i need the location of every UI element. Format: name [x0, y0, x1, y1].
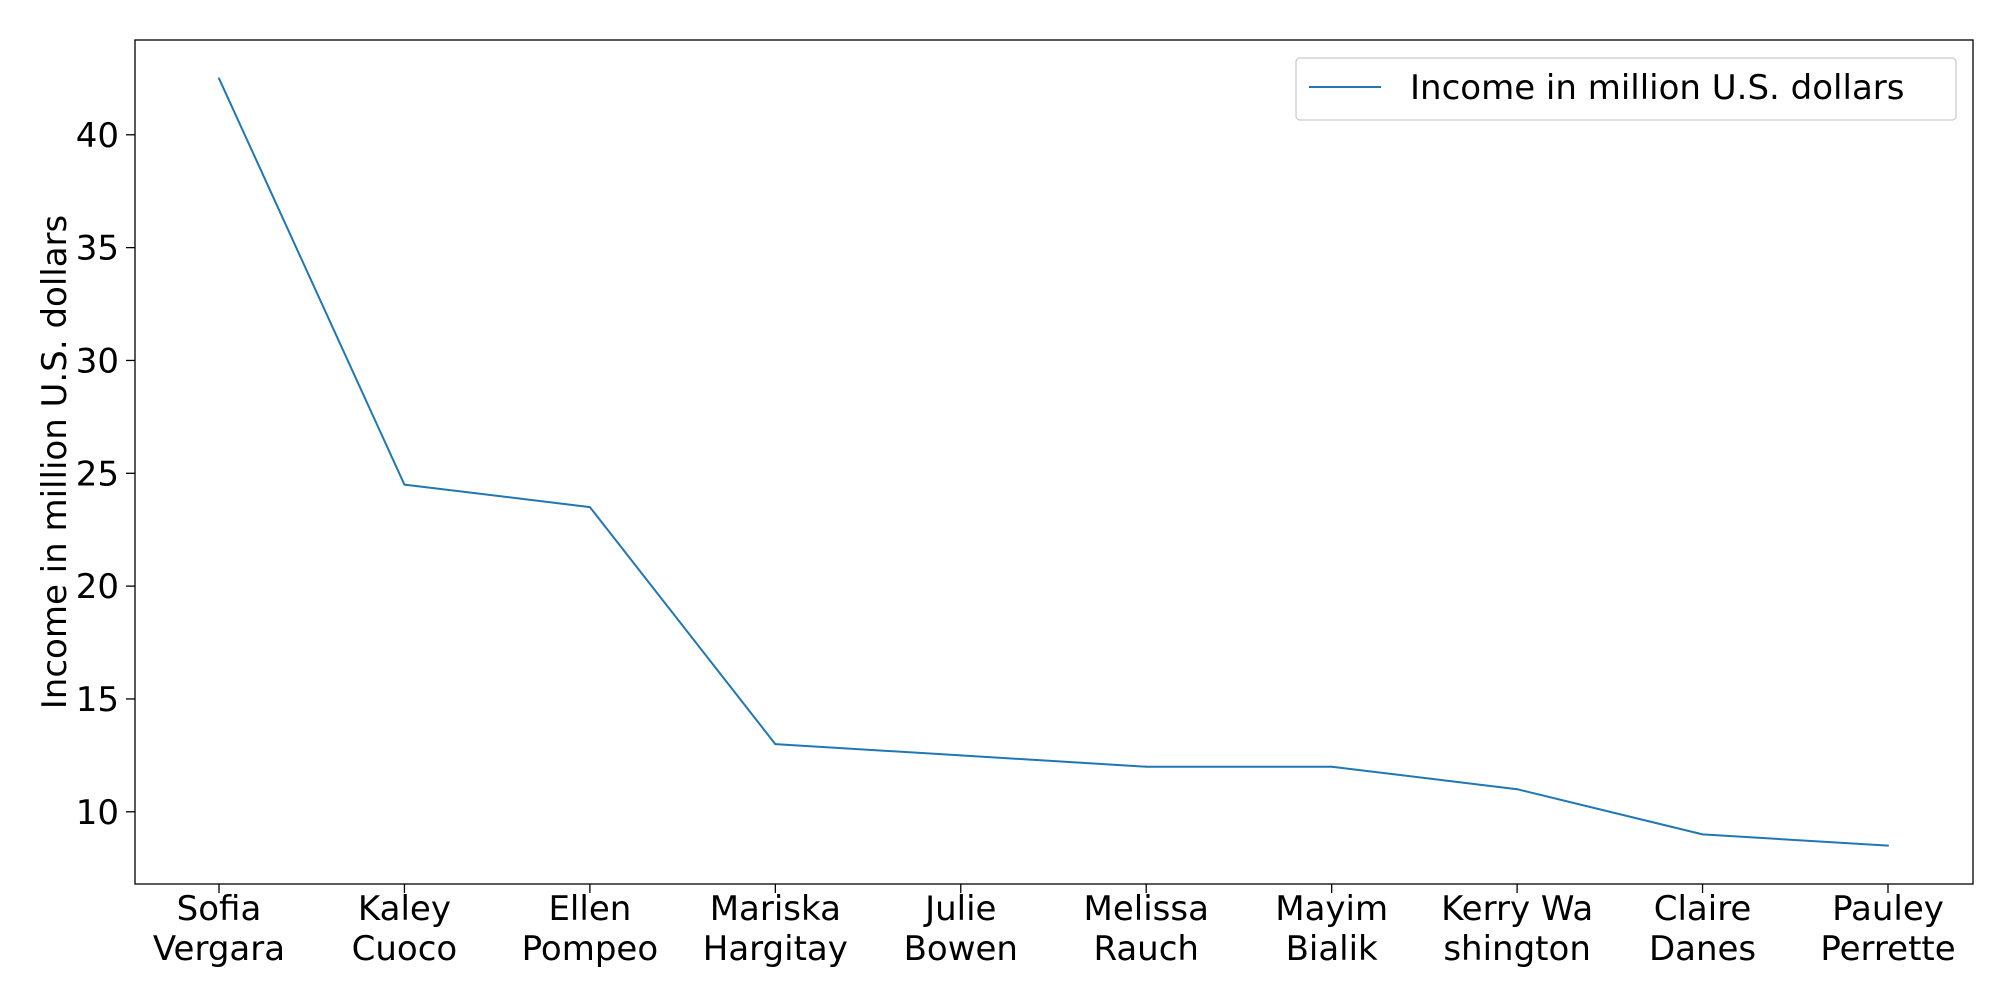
data-point [588, 506, 591, 509]
y-axis-label: Income in million U.S. dollars [35, 215, 75, 709]
x-tick-label: Melissa Rauch [1084, 889, 1209, 969]
x-tick-label: Claire Danes [1649, 889, 1756, 969]
x-tick-label: Sofia Vergara [153, 889, 285, 969]
series-line [218, 77, 1889, 847]
legend-box [1295, 57, 1957, 121]
plot-frame [134, 39, 1974, 885]
y-tick-label: 15 [76, 680, 119, 720]
x-tick-label: Kerry Wa shington [1441, 889, 1593, 969]
x-tick-label: Pauley Perrette [1820, 889, 1955, 969]
y-tick-label: 30 [76, 341, 119, 381]
x-tick-label: Julie Bowen [904, 889, 1018, 969]
series-layer [218, 77, 1889, 847]
legend-label: Income in million U.S. dollars [1410, 68, 1904, 108]
x-tick-label: Mariska Hargitay [703, 889, 848, 969]
x-tick-label: Ellen Pompeo [522, 889, 659, 969]
data-point [959, 754, 962, 757]
data-point [1701, 833, 1704, 836]
x-axis-ticks: Sofia Vergara Kaley Cuoco Ellen Pompeo Mariska… [153, 884, 1956, 969]
y-tick-label: 35 [76, 229, 119, 269]
y-tick-label: 10 [76, 793, 119, 833]
data-point [1887, 844, 1889, 847]
data-point [218, 77, 220, 80]
legend: Income in million U.S. dollars [1295, 57, 1957, 121]
y-tick-label: 40 [76, 116, 119, 156]
data-point [403, 483, 406, 486]
y-tick-label: 25 [76, 454, 119, 494]
x-tick-label: Mayim Bialik [1275, 889, 1388, 969]
data-point [1516, 788, 1519, 791]
x-tick-label: Kaley Cuoco [352, 889, 458, 969]
data-point [774, 743, 777, 746]
y-axis-ticks: 10 15 20 25 30 35 40 [76, 116, 135, 833]
data-point [1330, 765, 1333, 768]
y-tick-label: 20 [76, 567, 119, 607]
data-point [1145, 765, 1148, 768]
